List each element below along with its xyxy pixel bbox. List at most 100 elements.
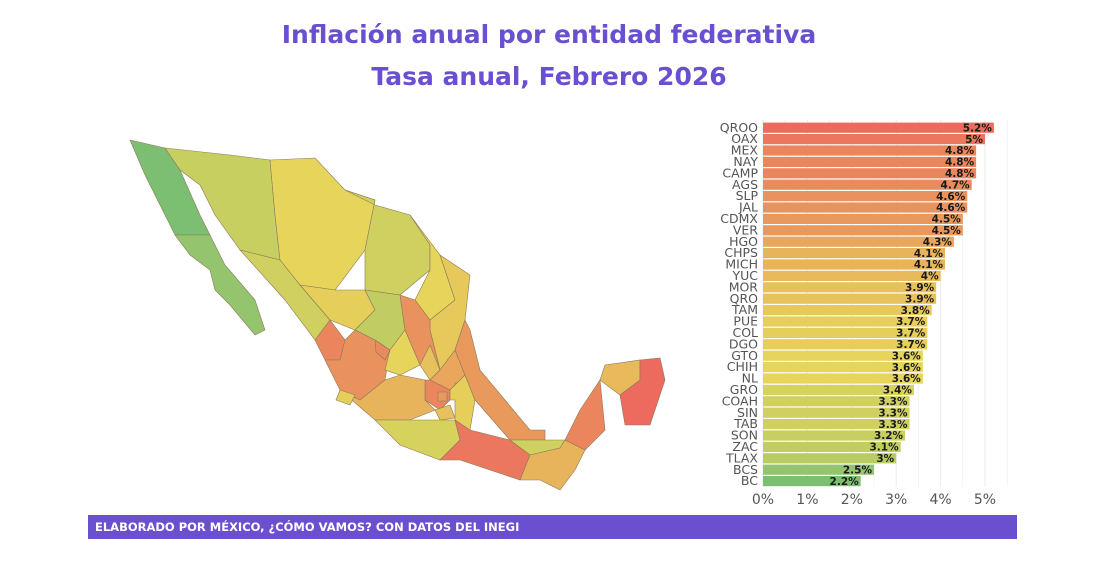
data-label: 3.3% (878, 419, 908, 431)
bar-jal[interactable] (763, 202, 968, 213)
map-state-col[interactable] (335, 389, 356, 406)
bar-tlax[interactable] (763, 453, 897, 464)
bar-chih[interactable] (763, 362, 923, 373)
category-label: COL (732, 325, 758, 340)
bar-mex[interactable] (763, 145, 977, 156)
bar-gro[interactable] (763, 384, 914, 395)
data-label: 3.7% (896, 328, 926, 340)
x-tick-label: 5% (974, 492, 996, 508)
map-state-ags[interactable] (374, 339, 391, 361)
category-label: MICH (725, 257, 758, 272)
chart-subtitle: Tasa anual, Febrero 2026 (371, 62, 727, 91)
bar-nl[interactable] (763, 373, 923, 384)
category-label: CDMX (720, 211, 758, 226)
footer-credit: ELABORADO POR MÉXICO, ¿CÓMO VAMOS? CON D… (88, 515, 1017, 539)
data-label: 2.5% (843, 464, 873, 476)
data-label: 4.6% (936, 191, 966, 203)
category-label: QROO (720, 120, 758, 135)
x-tick-label: 4% (929, 492, 951, 508)
bar-hgo[interactable] (763, 236, 954, 247)
bar-cdmx[interactable] (763, 213, 963, 224)
x-tick-label: 0% (752, 492, 774, 508)
x-tick-label: 2% (841, 492, 863, 508)
data-label: 5% (965, 134, 983, 146)
data-label: 3.8% (901, 305, 931, 317)
bar-bcs[interactable] (763, 464, 874, 475)
category-label: PUE (733, 314, 758, 329)
bar-zac[interactable] (763, 441, 901, 452)
category-label: BCS (733, 462, 758, 477)
map-state-bcs[interactable] (174, 234, 266, 336)
bar-chps[interactable] (763, 248, 946, 259)
map-state-chps[interactable] (519, 439, 586, 491)
bar-mich[interactable] (763, 259, 946, 270)
bar-tab[interactable] (763, 419, 910, 430)
map-state-camp[interactable] (564, 379, 606, 451)
category-label: SON (731, 428, 758, 443)
category-label: CHIH (727, 359, 758, 374)
bar-col[interactable] (763, 327, 928, 338)
category-label: CHPS (724, 245, 758, 260)
bar-slp[interactable] (763, 191, 968, 202)
map-state-chih[interactable] (269, 157, 376, 291)
mexico-map (129, 139, 666, 491)
data-label: 3.6% (892, 373, 922, 385)
category-label: HGO (729, 234, 758, 249)
data-label: 5.2% (963, 122, 993, 134)
map-state-ver[interactable] (454, 319, 546, 441)
bar-mor[interactable] (763, 282, 937, 293)
category-label: MEX (731, 143, 759, 158)
data-label: 4.1% (914, 259, 944, 271)
bar-ver[interactable] (763, 225, 963, 236)
map-state-oax[interactable] (439, 419, 531, 481)
bar-ags[interactable] (763, 179, 972, 190)
category-label: TAM (731, 302, 758, 317)
chart-title: Inflación anual por entidad federativa (281, 20, 817, 49)
map-state-coah[interactable] (344, 189, 431, 296)
x-tick-label: 1% (796, 492, 818, 508)
map-state-qroo[interactable] (619, 357, 666, 426)
map-state-gto[interactable] (384, 329, 421, 376)
category-label: DGO (729, 336, 758, 351)
category-label: COAH (722, 393, 758, 408)
data-label: 3.3% (878, 407, 908, 419)
data-label: 3.9% (905, 293, 935, 305)
bar-dgo[interactable] (763, 339, 928, 350)
category-label: GRO (730, 382, 758, 397)
map-state-cdmx[interactable] (437, 391, 448, 402)
data-label: 3.3% (878, 396, 908, 408)
category-label: GTO (731, 348, 758, 363)
category-label: VER (733, 222, 758, 237)
bar-pue[interactable] (763, 316, 928, 327)
data-label: 3.4% (883, 385, 913, 397)
bar-bc[interactable] (763, 476, 861, 487)
bar-gto[interactable] (763, 350, 923, 361)
data-label: 4.5% (932, 225, 962, 237)
bar-sin[interactable] (763, 407, 910, 418)
data-label: 3.9% (905, 282, 935, 294)
data-label: 4.5% (932, 214, 962, 226)
category-label: JAL (738, 200, 758, 215)
bar-tam[interactable] (763, 305, 932, 316)
bar-nay[interactable] (763, 156, 977, 167)
category-label: MOR (729, 279, 759, 294)
data-label: 3.1% (870, 442, 900, 454)
bar-son[interactable] (763, 430, 906, 441)
data-label: 4.6% (936, 202, 966, 214)
category-label: SLP (736, 188, 759, 203)
data-label: 4.8% (945, 157, 975, 169)
bar-yuc[interactable] (763, 270, 941, 281)
category-label: AGS (732, 177, 758, 192)
bar-camp[interactable] (763, 168, 977, 179)
category-label: QRO (730, 291, 759, 306)
bar-coah[interactable] (763, 396, 910, 407)
bar-oax[interactable] (763, 134, 985, 145)
data-label: 4% (921, 271, 939, 283)
bar-qroo[interactable] (763, 122, 994, 133)
data-label: 4.8% (945, 168, 975, 180)
bar-qro[interactable] (763, 293, 937, 304)
data-label: 3.6% (892, 350, 922, 362)
data-label: 3% (876, 453, 894, 465)
category-label: TAB (733, 416, 758, 431)
